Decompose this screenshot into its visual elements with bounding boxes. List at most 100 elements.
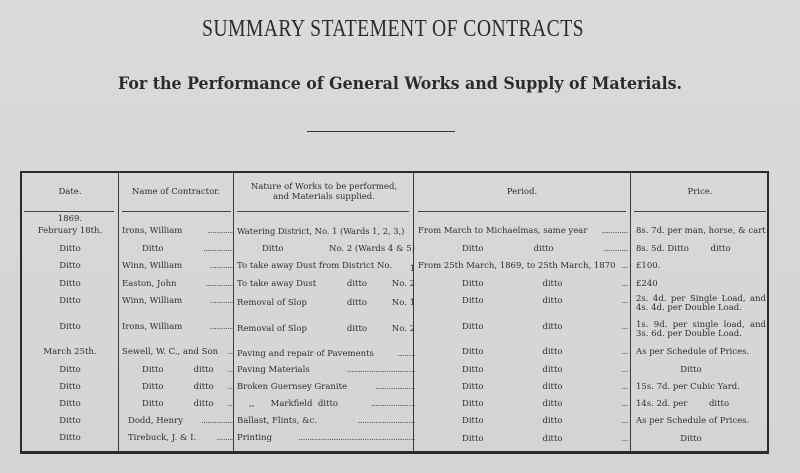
leader-dots: ............ <box>207 226 234 236</box>
nature-text: Printing <box>237 433 273 443</box>
header-underline <box>237 211 409 212</box>
cell-nature: Watering District, No. 1 (Wards 1, 2, 3,… <box>237 226 405 236</box>
period-text: Ditto <box>462 279 484 289</box>
header-underline <box>122 211 231 212</box>
period-ditto: ditto <box>542 399 563 409</box>
nature-number: No. 1 <box>391 298 415 308</box>
header-underline <box>634 211 766 212</box>
cell-nature: Removal of Slop ditto No. 2 <box>237 324 415 334</box>
contractor-name: Dodd, Henry <box>128 416 184 426</box>
header-date: Date. <box>58 187 82 197</box>
cell-date: Ditto <box>59 261 81 271</box>
title-divider <box>307 131 455 132</box>
cell-contractor: Ditto.............. <box>122 244 234 254</box>
cell-price: Ditto <box>680 365 702 375</box>
nature-ditto: ditto <box>346 279 367 289</box>
leader-dots: ... <box>621 365 628 375</box>
cell-nature: Removal of Slop ditto No. 1 <box>237 298 415 308</box>
period-ditto: ditto <box>542 322 563 332</box>
cell-date: Ditto <box>59 399 81 409</box>
nature-number: No. 2 <box>391 324 415 334</box>
cell-price: £240 <box>636 279 658 289</box>
cell-contractor: Dodd, Henry............... <box>122 416 234 426</box>
period-ditto: ditto <box>542 279 563 289</box>
nature-text: Ditto <box>262 244 284 254</box>
cell-period: Ditto ditto... <box>418 399 628 409</box>
leader-dots: ........ <box>397 349 415 359</box>
cell-date: March 25th. <box>43 347 97 357</box>
cell-date: Ditto <box>59 433 81 443</box>
contracts-table: Date. Name of Contractor. Nature of Work… <box>20 171 769 454</box>
period-text: From March to Michaelmas, same year <box>418 226 588 236</box>
leader-dots: .................. <box>375 382 415 392</box>
period-ditto: ditto <box>542 347 563 357</box>
header-contractor: Name of Contractor. <box>131 187 221 197</box>
cell-price: 14s. 2d. per ditto <box>636 399 730 409</box>
leader-dots: .......................... <box>357 416 415 426</box>
cell-nature: Paving Materials........................… <box>237 365 415 375</box>
cell-price: 8s. 7d. per man, horse, & cart <box>636 226 766 236</box>
cell-period: From March to Michaelmas, same year.....… <box>418 226 628 236</box>
leader-dots: ............... <box>200 416 234 426</box>
leader-dots: ... <box>621 296 628 306</box>
header-period: Period. <box>506 187 538 197</box>
period-text: Ditto <box>462 347 484 357</box>
cell-date: Ditto <box>59 416 81 426</box>
contractor-name: Irons, William <box>122 226 183 236</box>
leader-dots: ... <box>621 322 628 332</box>
leader-dots: ........... <box>209 322 234 332</box>
nature-ditto: ditto <box>346 324 367 334</box>
cell-contractor: Ditto ditto... <box>122 399 234 409</box>
header-price: Price. <box>687 187 713 197</box>
cell-contractor: Ditto ditto... <box>122 382 234 392</box>
period-text: Ditto <box>462 322 484 332</box>
cell-nature: Printing................................… <box>237 433 415 443</box>
contractor-ditto: ditto <box>193 399 214 409</box>
nature-text: Paving Materials <box>237 365 310 375</box>
cell-contractor: Irons, William........... <box>122 322 234 332</box>
page-title: SUMMARY STATEMENT OF CONTRACTS <box>202 16 584 42</box>
nature-text: To take away Dust <box>237 279 317 289</box>
cell-contractor: Easton, John............. <box>122 279 234 289</box>
cell-contractor: Irons, William............ <box>122 226 234 236</box>
leader-dots: ............................... <box>346 365 415 375</box>
leader-dots: ... <box>227 399 234 409</box>
cell-period: From 25th March, 1869, to 25th March, 18… <box>418 261 628 271</box>
leader-dots: ........................................… <box>298 433 415 443</box>
cell-price: As per Schedule of Prices. <box>636 416 750 426</box>
cell-date: Ditto <box>59 296 81 306</box>
leader-dots: ... <box>227 347 234 357</box>
leader-dots: ... <box>621 382 628 392</box>
period-text: From 25th March, 1869, to 25th March, 18… <box>418 261 616 271</box>
cell-contractor: Tirebuck, J. & I......... <box>122 433 234 443</box>
period-text: Ditto <box>462 382 484 392</box>
nature-text: Removal of Slop <box>237 298 307 308</box>
leader-dots: ........... <box>603 244 628 254</box>
cell-contractor: Winn, William........... <box>122 261 234 271</box>
column-divider <box>118 173 119 451</box>
leader-dots: ... <box>227 382 234 392</box>
cell-nature: Paving and repair of Pavements........ <box>237 349 415 359</box>
cell-date: Ditto <box>59 322 81 332</box>
cell-period: Ditto ditto... <box>418 416 628 426</box>
period-ditto: ditto <box>542 365 563 375</box>
leader-dots: ... <box>227 365 234 375</box>
leader-dots: .............. <box>203 244 234 254</box>
contractor-ditto: ditto <box>193 382 214 392</box>
cell-period: Ditto ditto........... <box>418 244 628 254</box>
cell-price: Ditto <box>680 434 702 444</box>
contractor-name: Winn, William <box>122 296 183 306</box>
period-ditto: ditto <box>542 416 563 426</box>
cell-date: February 18th. <box>37 226 103 236</box>
period-ditto: ditto <box>542 382 563 392</box>
period-text: Ditto <box>462 416 484 426</box>
period-text: Ditto <box>462 365 484 375</box>
cell-date: Ditto <box>59 382 81 392</box>
page-subtitle: For the Performance of General Works and… <box>117 74 682 94</box>
cell-date: Ditto <box>59 279 81 289</box>
nature-text: Paving and repair of Pavements <box>237 349 374 359</box>
contractor-name: Winn, William <box>122 261 183 271</box>
contractor-name: Tirebuck, J. & I. <box>128 433 197 443</box>
column-divider <box>630 173 631 451</box>
